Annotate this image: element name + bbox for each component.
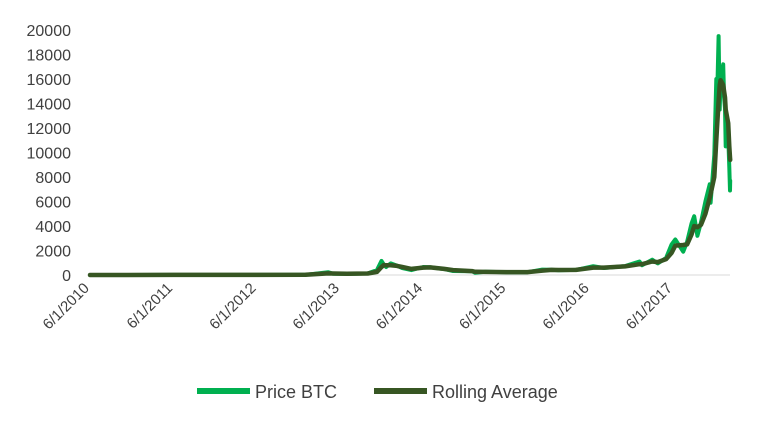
legend-label-price-btc: Price BTC	[255, 382, 337, 402]
x-tick-label: 6/1/2017	[623, 280, 676, 333]
y-tick-label: 18000	[27, 48, 72, 65]
y-tick-label: 2000	[35, 244, 71, 261]
x-tick-label: 6/1/2010	[40, 280, 93, 333]
x-tick-label: 6/1/2011	[124, 280, 177, 333]
x-tick-label: 6/1/2014	[373, 280, 426, 333]
series-lines	[87, 34, 733, 278]
y-tick-label: 12000	[27, 121, 72, 138]
y-tick-label: 6000	[35, 195, 71, 212]
series-line-rolling-average	[87, 77, 733, 278]
y-tick-label: 20000	[27, 23, 72, 40]
y-tick-label: 8000	[35, 170, 71, 187]
x-tick-label: 6/1/2012	[206, 280, 259, 333]
x-tick-label: 6/1/2016	[539, 280, 592, 333]
y-tick-label: 0	[62, 268, 71, 285]
y-tick-label: 10000	[27, 146, 72, 163]
series-line-price-btc	[88, 34, 733, 277]
legend: Price BTC Rolling Average	[197, 382, 558, 402]
y-tick-label: 14000	[27, 97, 72, 114]
x-axis-tick-labels: 6/1/2010 6/1/2011 6/1/2012 6/1/2013 6/1/2014…	[40, 280, 677, 333]
y-axis-tick-labels: 0 2000 4000 6000 8000 10000 12000 14000 16000 180…	[27, 23, 72, 285]
x-tick-label: 6/1/2015	[456, 280, 509, 333]
legend-label-rolling-average: Rolling Average	[432, 382, 558, 402]
y-tick-label: 16000	[27, 72, 72, 89]
x-tick-label: 6/1/2013	[289, 280, 342, 333]
y-tick-label: 4000	[35, 219, 71, 236]
